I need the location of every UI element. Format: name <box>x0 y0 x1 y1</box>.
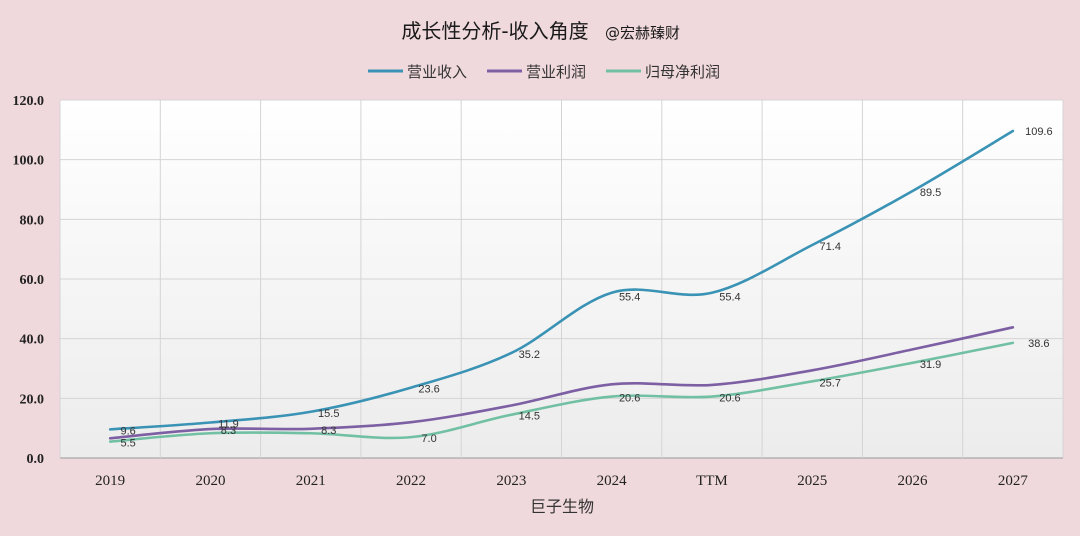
data-label-revenue: 109.6 <box>1025 126 1053 138</box>
x-tick-label: 2022 <box>396 473 426 489</box>
series-line-net-profit <box>108 341 1015 443</box>
x-axis-label: 巨子生物 <box>530 497 594 516</box>
data-label-net-profit: 38.6 <box>1028 338 1049 350</box>
x-tick-label: 2020 <box>195 473 225 489</box>
grid-layer <box>59 99 1064 459</box>
data-label-net-profit: 8.3 <box>221 425 236 437</box>
y-tick-label: 0.0 <box>27 452 45 467</box>
data-label-revenue: 89.5 <box>920 187 941 199</box>
y-tick-label: 20.0 <box>20 392 45 407</box>
data-label-revenue: 15.5 <box>318 408 339 420</box>
y-tick-label: 60.0 <box>20 273 45 288</box>
x-tick-label: TTM <box>696 473 728 489</box>
x-tick-label: 2024 <box>597 473 628 489</box>
data-label-revenue: 9.6 <box>121 425 136 437</box>
data-label-revenue: 71.4 <box>820 241 841 253</box>
x-tick-label: 2023 <box>496 473 526 489</box>
y-tick-label: 80.0 <box>20 213 45 228</box>
legend-label: 营业利润 <box>526 63 586 81</box>
series-line-revenue <box>108 129 1015 431</box>
axes: 0.0 20.0 40.0 60.0 80.0 100.0 120.0 2019 2020 202… <box>13 94 1029 489</box>
data-label-net-profit: 20.6 <box>619 393 640 405</box>
y-tick-label: 100.0 <box>13 154 45 169</box>
y-tick-label: 120.0 <box>13 94 45 109</box>
x-tick-label: 2027 <box>998 473 1029 489</box>
x-tick-label: 2019 <box>95 473 125 489</box>
data-label-net-profit: 14.5 <box>519 411 540 423</box>
series-line-operating-profit <box>108 326 1015 440</box>
x-tick-label: 2026 <box>898 473 929 489</box>
y-tick-label: 40.0 <box>20 333 45 348</box>
data-label-net-profit: 7.0 <box>421 433 436 445</box>
data-label-net-profit: 31.9 <box>920 359 941 371</box>
legend-label: 营业收入 <box>407 63 467 81</box>
data-label-revenue: 11.9 <box>218 418 239 430</box>
data-label-net-profit: 20.6 <box>719 393 740 405</box>
x-tick-label: 2021 <box>296 473 326 489</box>
chart-subtitle: @宏赫臻财 <box>605 24 680 42</box>
data-label-revenue: 55.4 <box>719 292 740 304</box>
data-label-revenue: 55.4 <box>619 292 640 304</box>
data-label-revenue: 35.2 <box>519 349 540 361</box>
legend-label: 归母净利润 <box>645 63 720 81</box>
x-tick-label: 2025 <box>797 473 827 489</box>
legend: 营业收入 营业利润 归母净利润 <box>368 63 720 81</box>
data-label-net-profit: 5.5 <box>121 438 136 450</box>
data-label-net-profit: 25.7 <box>820 377 841 389</box>
series-layer <box>108 129 1015 443</box>
chart-title: 成长性分析-收入角度 <box>401 19 588 43</box>
data-label-net-profit: 8.3 <box>321 425 336 437</box>
data-label-revenue: 23.6 <box>418 384 439 396</box>
data-labels: 9.6 11.9 15.5 23.6 35.2 55.4 55.4 71.4 89.5 109.6… <box>121 126 1053 450</box>
